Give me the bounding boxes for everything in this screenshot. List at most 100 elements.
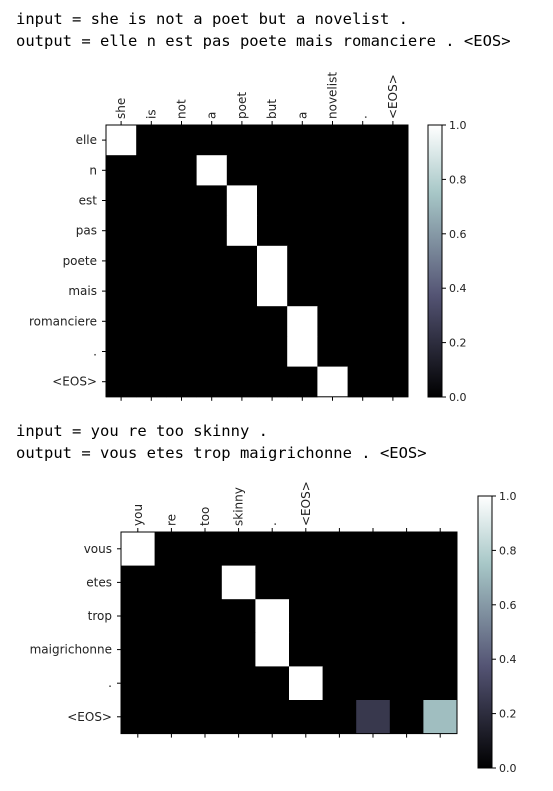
heatmap-cell-r8-c7 <box>317 366 348 398</box>
heatmap-cell-r3-c6 <box>322 632 357 667</box>
heatmap-cell-r1-c6 <box>322 565 357 600</box>
heatmap-cell-r3-c7 <box>356 632 391 667</box>
heatmap-cell-r1-c6 <box>287 155 318 186</box>
y-tick-label: n <box>89 163 97 177</box>
heatmap-cell-r0-c9 <box>423 532 458 566</box>
heatmap-cell-r5-c5 <box>257 276 288 307</box>
heatmap-chart-1: she is not a poet but a novelist. <EOS> elle n est p… <box>29 72 409 401</box>
y-tick-label: vous <box>84 542 112 556</box>
heatmap-cell-r8-c6 <box>287 366 318 398</box>
heatmap-cell-r5-c3 <box>196 276 228 307</box>
heatmap-cell-r7-c8 <box>347 336 379 367</box>
heatmap-cell-r2-c2 <box>166 185 197 216</box>
heatmap-cell-r3-c8 <box>389 632 424 667</box>
colorbar-tick-label: 1.0 <box>449 119 467 132</box>
x-tick-label: <EOS> <box>386 74 400 119</box>
heatmap-cell-r8-c3 <box>196 366 228 398</box>
x-tick-label: not <box>175 99 189 119</box>
heatmap-cell-r1-c7 <box>317 155 348 186</box>
y-tick-label: est <box>79 194 98 208</box>
heatmap-cell-r5-c4 <box>255 700 290 734</box>
heatmap-cell-r4-c2 <box>188 666 223 701</box>
heatmap-cell-r2-c5 <box>289 599 323 634</box>
heatmap-cell-r1-c4 <box>255 565 290 600</box>
heatmap-cell-r1-c0 <box>121 565 155 600</box>
colorbar-tick-label: 0.0 <box>449 391 467 404</box>
heatmap-cell-r1-c3 <box>196 155 228 186</box>
heatmap-cell-r8-c4 <box>226 366 258 398</box>
heatmap-cell-r3-c5 <box>257 215 288 247</box>
heatmap-cell-r2-c3 <box>196 185 228 216</box>
colorbar-tick-label: 0.4 <box>499 653 517 666</box>
heatmap-cell-r5-c8 <box>347 276 379 307</box>
colorbar-tick-label: 0.4 <box>449 282 467 295</box>
heatmap-cell-r4-c1 <box>154 666 189 701</box>
heatmap-cell-r4-c8 <box>389 666 424 701</box>
heatmap-cell-r5-c6 <box>287 276 318 307</box>
heatmap-cell-r0-c1 <box>136 125 167 156</box>
heatmap-cell-r5-c7 <box>356 700 391 734</box>
heatmap-cell-r3-c2 <box>188 632 223 667</box>
colorbar-tick-label: 1.0 <box>499 490 517 503</box>
output-sentence-1: output = elle n est pas poete mais roman… <box>16 32 511 50</box>
heatmap-cell-r2-c9 <box>377 185 409 216</box>
heatmap-cell-r4-c0 <box>121 666 155 701</box>
output-sentence-2: output = vous etes trop maigrichonne . <… <box>16 444 427 462</box>
heatmap-cell-r3-c0 <box>121 632 155 667</box>
heatmap-cell-r0-c3 <box>221 532 256 566</box>
heatmap-cell-r0-c0 <box>106 125 137 156</box>
heatmap-cell-r4-c3 <box>196 245 228 277</box>
heatmap-cell-r1-c2 <box>188 565 223 600</box>
heatmap-cell-r4-c6 <box>322 666 357 701</box>
heatmap-cell-r4-c8 <box>347 245 379 277</box>
heatmap-cell-r2-c7 <box>356 599 391 634</box>
x-tick-label: <EOS> <box>299 481 313 526</box>
heatmap-cell-r8-c9 <box>377 366 409 398</box>
heatmap-cell-r3-c0 <box>106 215 137 247</box>
heatmap-cell-r0-c4 <box>255 532 290 566</box>
heatmap-cell-r6-c6 <box>287 306 318 337</box>
heatmap-cell-r5-c9 <box>377 276 409 307</box>
heatmap-cell-r7-c3 <box>196 336 228 367</box>
heatmap-cell-r3-c3 <box>221 632 256 667</box>
heatmap-cell-r4-c9 <box>377 245 409 277</box>
heatmap-cell-r1-c9 <box>377 155 409 186</box>
heatmap-cell-r2-c9 <box>423 599 458 634</box>
heatmap-cell-r5-c2 <box>166 276 197 307</box>
heatmap-cell-r5-c7 <box>317 276 348 307</box>
heatmap-cell-r0-c5 <box>289 532 323 566</box>
heatmap-cell-r0-c4 <box>226 125 258 156</box>
y-tick-label: trop <box>88 609 112 623</box>
heatmap-cell-r1-c7 <box>356 565 391 600</box>
y-tick-label: elle <box>76 133 97 147</box>
heatmap-cell-r5-c1 <box>136 276 167 307</box>
heatmap-cell-r0-c7 <box>317 125 348 156</box>
y-tick-label: pas <box>76 224 97 238</box>
heatmap-cell-r3-c5 <box>289 632 323 667</box>
heatmap-cell-r8-c5 <box>257 366 288 398</box>
heatmap-cell-r0-c6 <box>287 125 318 156</box>
heatmap-cell-r8-c0 <box>106 366 137 398</box>
heatmap-cell-r2-c6 <box>322 599 357 634</box>
heatmap-cell-r0-c2 <box>166 125 197 156</box>
colorbar-gradient <box>477 495 493 769</box>
x-tick-label: skinny <box>232 487 246 526</box>
heatmap-cell-r7-c4 <box>226 336 258 367</box>
heatmap-cell-r5-c4 <box>226 276 258 307</box>
heatmap-cell-r7-c1 <box>136 336 167 367</box>
x-tick-label: but <box>265 99 279 119</box>
heatmap-cell-r0-c5 <box>257 125 288 156</box>
colorbar-tick-label: 0.0 <box>499 762 517 775</box>
heatmap-cell-r1-c8 <box>389 565 424 600</box>
colorbar-gradient <box>427 124 443 398</box>
heatmap-cell-r1-c8 <box>347 155 379 186</box>
heatmap-cell-r2-c8 <box>389 599 424 634</box>
colorbar-tick-label: 0.8 <box>499 544 517 557</box>
heatmap-cell-r2-c2 <box>188 599 223 634</box>
heatmap-cell-r4-c7 <box>317 245 348 277</box>
heatmap-cell-r4-c6 <box>287 245 318 277</box>
heatmap-cell-r3-c1 <box>154 632 189 667</box>
heatmap-cell-r6-c8 <box>347 306 379 337</box>
heatmap-cell-r2-c3 <box>221 599 256 634</box>
colorbar-tick-label: 0.6 <box>499 599 517 612</box>
